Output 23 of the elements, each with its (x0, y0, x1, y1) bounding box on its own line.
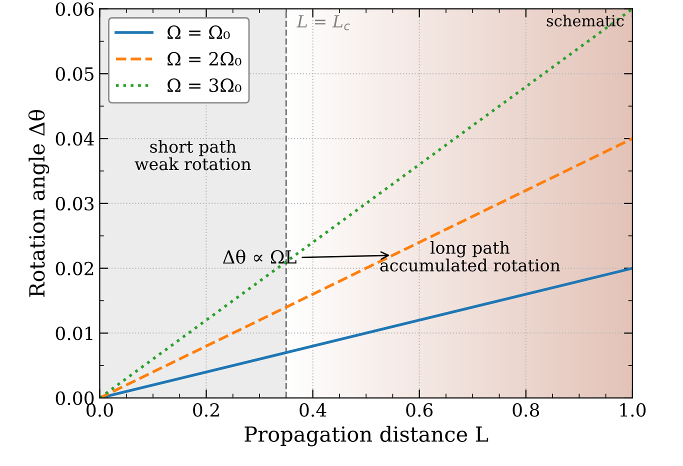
y-tick-label: 0.01 (56, 326, 92, 340)
y-tick-label: 0.05 (56, 67, 94, 81)
x-tick-label: 0.8 (512, 403, 540, 417)
annotation: schematic (546, 14, 624, 27)
x-tick-label: 0.2 (193, 403, 219, 417)
x-tick-label: 1.0 (620, 403, 646, 417)
legend-label: Ω = 3Ω₀ (168, 78, 242, 92)
annotation: Δθ ∝ ΩL (222, 250, 296, 264)
x-axis-title: Propagation distance L (244, 426, 488, 446)
y-tick-label: 0.03 (56, 196, 94, 211)
y-axis-title: Rotation angle Δθ (28, 110, 50, 297)
x-tick-label: 0.4 (300, 403, 326, 417)
y-tick-label: 0.06 (56, 2, 94, 16)
legend-label: Ω = 2Ω₀ (168, 52, 242, 66)
legend-label: Ω = Ω₀ (168, 25, 230, 40)
y-tick-label: 0.00 (56, 391, 94, 406)
x-tick-label: 0.6 (406, 403, 433, 417)
x-tick-label: 0.0 (86, 403, 113, 417)
y-tick-label: 0.02 (56, 262, 94, 276)
band-label: short path weak rotation (134, 140, 251, 170)
y-tick-label: 0.04 (56, 132, 94, 146)
band-label: long path accumulated rotation (380, 241, 560, 272)
ref-line-label: L = L$_{c}$ (296, 15, 350, 30)
